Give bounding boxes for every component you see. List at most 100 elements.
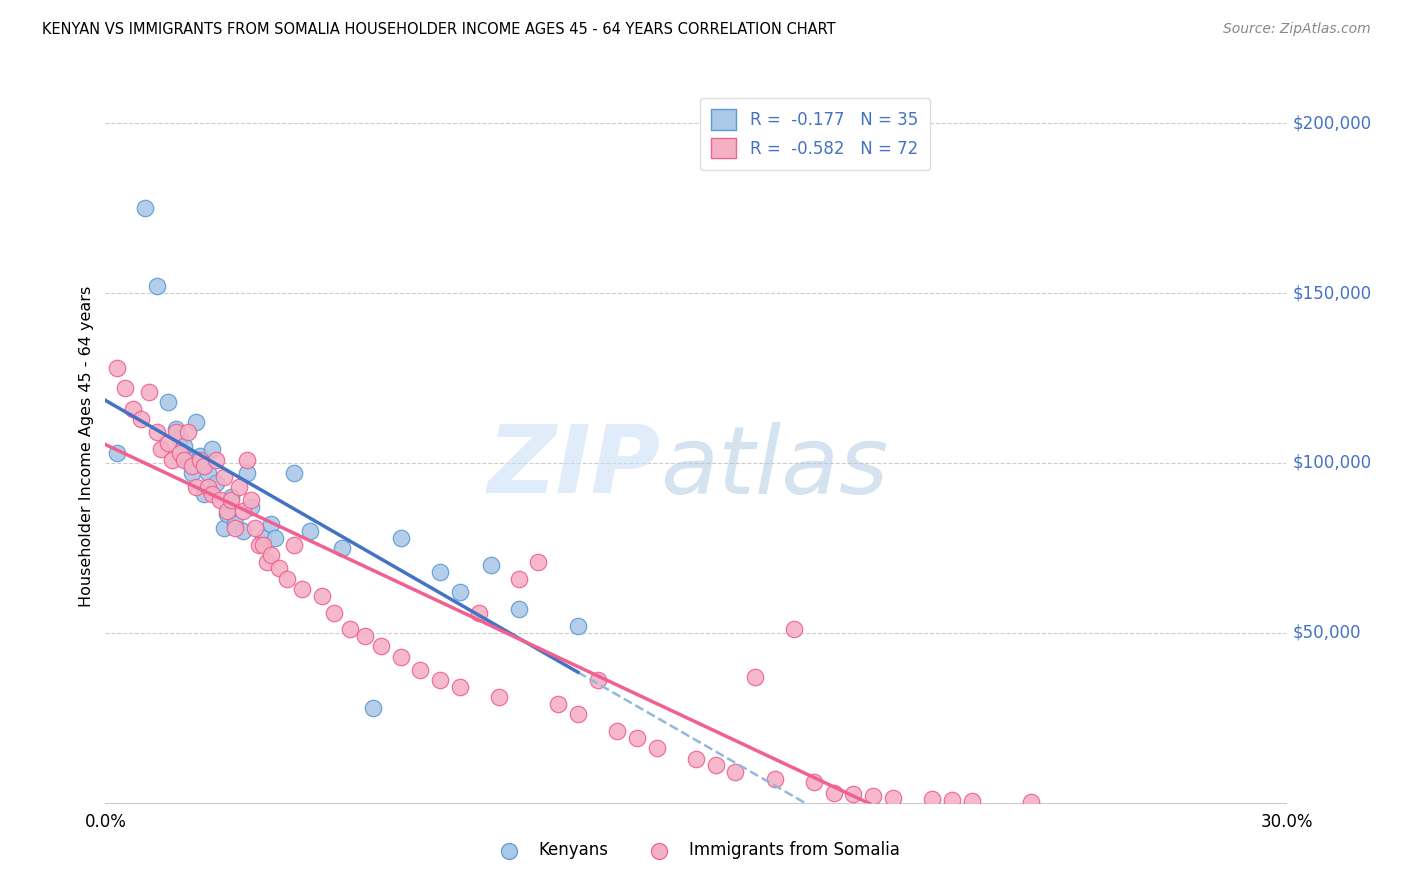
Point [236, 452, 259, 467]
Point [138, 384, 160, 399]
Point [217, 503, 239, 517]
Point [188, 452, 211, 467]
Point [744, 670, 766, 684]
Text: $50,000: $50,000 [1292, 624, 1361, 642]
Legend: Kenyans, Immigrants from Somalia: Kenyans, Immigrants from Somalia [485, 835, 907, 866]
Text: $200,000: $200,000 [1292, 114, 1371, 132]
Point [243, 520, 266, 534]
Point [267, 561, 290, 575]
Point [212, 469, 235, 483]
Point [184, 415, 207, 429]
Point [330, 541, 353, 555]
Text: KENYAN VS IMMIGRANTS FROM SOMALIA HOUSEHOLDER INCOME AGES 45 - 64 YEARS CORRELAT: KENYAN VS IMMIGRANTS FROM SOMALIA HOUSEH… [42, 22, 835, 37]
Point [145, 425, 167, 440]
Text: Source: ZipAtlas.com: Source: ZipAtlas.com [1223, 22, 1371, 37]
Point [181, 466, 204, 480]
Point [1019, 795, 1042, 809]
Point [169, 432, 191, 446]
Point [606, 724, 628, 739]
Text: $100,000: $100,000 [1292, 454, 1371, 472]
Point [165, 425, 187, 440]
Point [169, 446, 191, 460]
Point [263, 531, 285, 545]
Point [193, 459, 215, 474]
Point [204, 452, 226, 467]
Point [232, 524, 254, 538]
Point [221, 493, 243, 508]
Point [221, 490, 243, 504]
Point [188, 449, 211, 463]
Point [197, 466, 219, 480]
Point [862, 789, 884, 803]
Point [704, 758, 727, 772]
Point [488, 690, 510, 705]
Point [449, 585, 471, 599]
Point [114, 381, 136, 395]
Point [162, 452, 184, 467]
Point [149, 442, 172, 457]
Point [361, 700, 384, 714]
Point [122, 401, 145, 416]
Point [177, 425, 200, 440]
Point [177, 452, 200, 467]
Point [252, 537, 274, 551]
Point [165, 422, 187, 436]
Point [508, 602, 530, 616]
Y-axis label: Householder Income Ages 45 - 64 years: Householder Income Ages 45 - 64 years [79, 285, 94, 607]
Text: ZIP: ZIP [488, 421, 661, 514]
Point [181, 459, 204, 474]
Point [134, 201, 156, 215]
Point [201, 486, 224, 500]
Point [201, 442, 224, 457]
Point [389, 649, 412, 664]
Point [354, 629, 377, 643]
Point [429, 565, 451, 579]
Point [224, 520, 246, 534]
Point [339, 623, 361, 637]
Point [449, 680, 471, 694]
Point [105, 360, 128, 375]
Point [276, 572, 298, 586]
Point [173, 439, 195, 453]
Point [960, 794, 983, 808]
Point [232, 503, 254, 517]
Point [479, 558, 502, 572]
Point [236, 466, 259, 480]
Point [685, 751, 707, 765]
Point [389, 531, 412, 545]
Point [247, 537, 270, 551]
Point [260, 517, 283, 532]
Point [173, 452, 195, 467]
Point [823, 786, 845, 800]
Point [783, 623, 806, 637]
Point [228, 480, 250, 494]
Point [240, 500, 263, 515]
Point [291, 582, 314, 596]
Point [547, 698, 569, 712]
Point [882, 790, 904, 805]
Point [409, 663, 432, 677]
Point [311, 589, 333, 603]
Point [204, 476, 226, 491]
Point [322, 606, 344, 620]
Point [145, 279, 167, 293]
Point [567, 707, 589, 722]
Point [645, 741, 668, 756]
Point [468, 606, 491, 620]
Point [184, 480, 207, 494]
Point [283, 537, 305, 551]
Text: $150,000: $150,000 [1292, 284, 1371, 302]
Text: atlas: atlas [661, 422, 889, 513]
Point [921, 791, 943, 805]
Point [157, 435, 180, 450]
Point [256, 555, 278, 569]
Point [129, 412, 152, 426]
Point [260, 548, 283, 562]
Point [626, 731, 648, 746]
Point [240, 493, 263, 508]
Point [370, 640, 392, 654]
Point [224, 517, 246, 532]
Point [763, 772, 786, 786]
Point [217, 507, 239, 521]
Point [508, 572, 530, 586]
